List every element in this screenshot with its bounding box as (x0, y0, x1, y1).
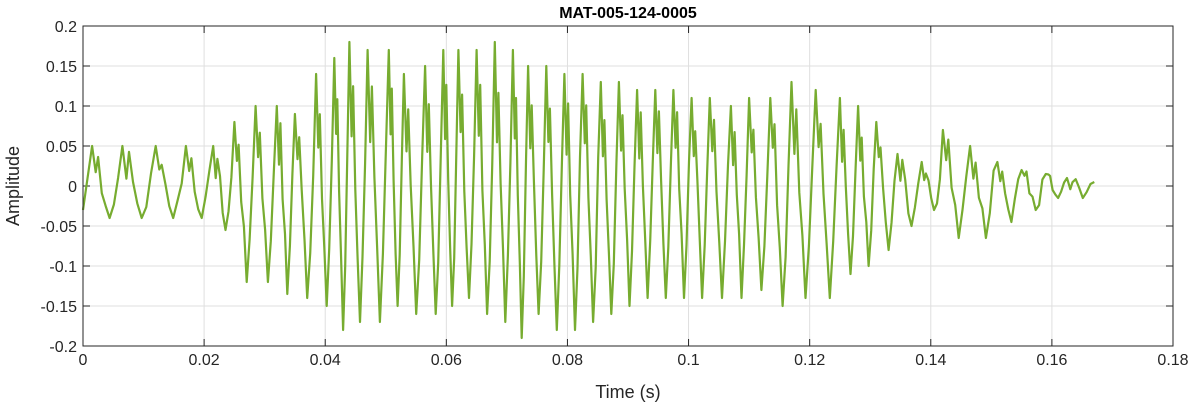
x-tick-label: 0.06 (431, 352, 462, 369)
x-tick-label: 0.14 (915, 352, 946, 369)
x-tick-label: 0.12 (794, 352, 825, 369)
y-tick-label: 0.15 (46, 59, 77, 76)
x-tick-label: 0.1 (677, 352, 699, 369)
x-tick-label: 0.04 (310, 352, 341, 369)
y-tick-label: -0.2 (49, 339, 77, 356)
series-line-amplitude (81, 40, 1095, 340)
y-tick-label: 0.2 (55, 19, 77, 36)
x-tick-label: 0.02 (189, 352, 220, 369)
chart-title: MAT-005-124-0005 (559, 5, 697, 22)
tick-labels: 0 0.02 0.04 0.06 0.08 0.1 0.12 0.14 0.16 0.18 0.2 0… (41, 19, 1189, 369)
y-tick-label: 0 (68, 179, 77, 196)
x-tick-label: 0.18 (1157, 352, 1188, 369)
y-tick-label: 0.05 (46, 139, 77, 156)
x-tick-label: 0.08 (552, 352, 583, 369)
y-tick-label: -0.1 (49, 259, 77, 276)
x-axis-label: Time (s) (595, 382, 660, 402)
y-tick-label: 0.1 (55, 99, 77, 116)
x-tick-label: 0.16 (1036, 352, 1067, 369)
y-axis-label: Amplitude (3, 146, 23, 226)
x-tick-label: 0 (79, 352, 88, 369)
plot-frame (82, 25, 1174, 347)
y-tick-label: -0.15 (41, 299, 78, 316)
y-tick-label: -0.05 (41, 219, 78, 236)
